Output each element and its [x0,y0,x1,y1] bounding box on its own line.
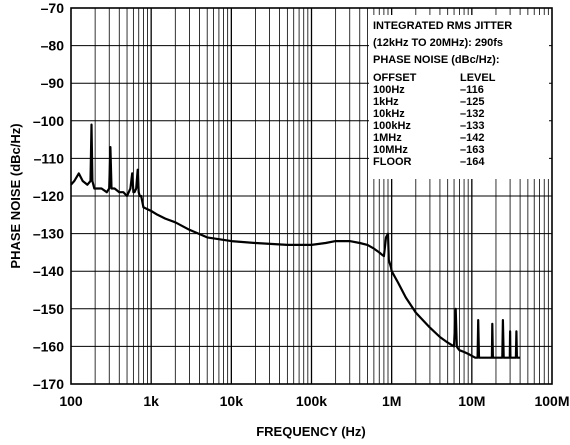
annotation-offset: 1kHz [373,96,399,108]
annotation-offset: FLOOR [373,156,412,168]
annotation-level: –142 [460,132,484,144]
grid [71,8,552,384]
annotation-level: –133 [460,120,484,132]
y-tick-label: –110 [34,150,65,166]
annotation-box: INTEGRATED RMS JITTER (12kHz TO 20MHz): … [373,20,512,168]
y-tick-label: –140 [33,263,64,279]
y-tick-label: –90 [41,75,65,91]
x-tick-label: 1M [382,393,401,409]
annotation-level: –132 [460,108,484,120]
annotation-header-level: LEVEL [460,72,496,84]
x-tick-label: 100k [296,393,327,409]
phase-noise-curve [70,123,521,359]
x-tick-label: 1k [143,393,159,409]
annotation-offset: 1MHz [373,132,402,144]
annotation-level: –163 [460,144,484,156]
x-tick-label: 100M [534,393,569,409]
y-tick-label: –80 [41,38,65,54]
plot-frame [70,7,553,385]
x-tick-label: 10M [458,393,485,409]
annotation-level: –164 [460,156,485,168]
x-tick-labels: 100 1k 10k 100k 1M 10M 100M [59,393,569,409]
annotation-rows: 100Hz –116 1kHz –125 10kHz –132 100kHz –133 1MHz… [373,84,485,168]
x-tick-label: 10k [220,393,244,409]
y-tick-label: –130 [33,226,64,242]
x-tick-label: 100 [59,393,83,409]
annotation-background [369,15,549,179]
annotation-offset: 10kHz [373,108,405,120]
annotation-offset: 100kHz [373,120,411,132]
y-tick-label: –120 [33,188,64,204]
annotation-level: –125 [460,96,484,108]
annotation-header-offset: OFFSET [373,72,417,84]
x-axis-title: FREQUENCY (Hz) [256,424,366,439]
y-axis-title: PHASE NOISE (dBc/Hz) [8,123,23,268]
y-tick-label: –150 [33,301,64,317]
annotation-line: INTEGRATED RMS JITTER [373,20,512,32]
y-tick-label: –100 [33,113,64,129]
y-tick-labels: –70 –80 –90 –100 –110 –120 –130 –140 –150 –160 –17… [33,0,64,392]
annotation-offset: 10MHz [373,144,408,156]
y-tick-label: –160 [33,338,64,354]
y-tick-label: –170 [33,376,64,392]
annotation-level: –116 [460,84,484,96]
annotation-line: PHASE NOISE (dBc/Hz): [373,54,500,66]
series-layer [70,123,521,359]
y-tick-label: –70 [41,0,65,16]
annotation-line: (12kHz TO 20MHz): 290fs [373,37,503,49]
annotation-offset: 100Hz [373,84,405,96]
